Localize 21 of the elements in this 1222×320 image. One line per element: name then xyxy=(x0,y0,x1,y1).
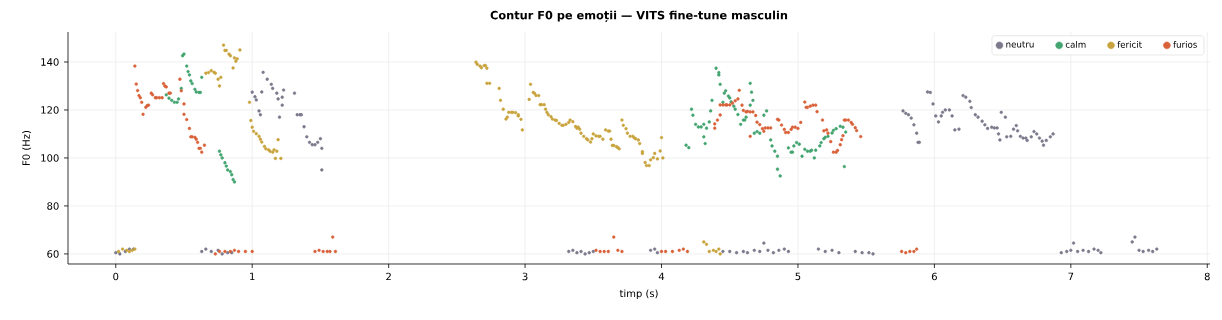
y-tick-label: 140 xyxy=(41,58,59,66)
x-tick-label: 3 xyxy=(522,272,528,281)
x-tick-label: 7 xyxy=(1068,272,1074,280)
legend-label: neutru xyxy=(1006,41,1034,48)
y-tick-label: 100 xyxy=(41,154,59,162)
y-tick-label: 80 xyxy=(47,202,59,210)
x-tick-label: 4 xyxy=(658,272,665,280)
legend-label: furios xyxy=(1173,41,1197,48)
legend-label: fericit xyxy=(1117,41,1142,48)
y-tick-label: 60 xyxy=(47,250,59,258)
y-axis-title: F0 (Hz) xyxy=(22,130,32,165)
y-tick-label: 120 xyxy=(41,106,59,114)
x-tick-label: 0 xyxy=(113,272,119,281)
x-axis-title: timp (s) xyxy=(619,289,658,300)
x-tick-label: 8 xyxy=(1204,272,1210,281)
chart-title: Contur F0 pe emoții — VITS fine-tune masculin xyxy=(490,10,788,22)
x-tick-label: 2 xyxy=(386,272,391,281)
x-tick-label: 6 xyxy=(931,272,937,281)
x-tick-label: 5 xyxy=(795,272,801,281)
legend-label: calm xyxy=(1065,41,1086,48)
x-tick-label: 1 xyxy=(250,272,255,280)
